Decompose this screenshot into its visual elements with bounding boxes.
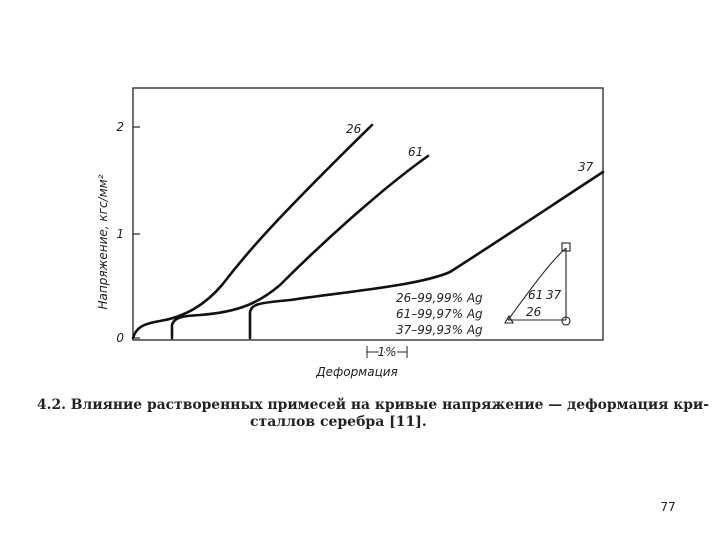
y-ticks [133,126,140,339]
curve-label: 61 [408,145,423,159]
caption-line: сталлов серебра [11]. [250,414,427,430]
curve-61 [170,154,430,340]
curve-26 [131,123,374,340]
y-tick-label: 2 [116,120,124,134]
curve-label: 26 [346,122,362,136]
caption-line: 4.2. Влияние растворенных примесей на кр… [37,396,709,413]
inset-label: 37 [546,288,562,302]
y-axis-label: Напряжение, кгс/мм² [96,174,110,309]
legend-item: 37–99,93% Ag [396,323,483,337]
inset-label: 61 [528,288,543,302]
legend-item: 26–99,99% Ag [396,291,483,305]
inset-label: 26 [526,305,542,319]
curve-label: 37 [578,160,594,174]
page-number: 77 [660,500,675,514]
y-tick-label: 1 [116,227,124,241]
curve-37 [248,170,605,340]
plot-frame [132,87,604,341]
scale-label: 1% [377,345,396,359]
scale-bar [366,346,408,358]
y-tick-label: 0 [116,331,124,345]
x-axis-label: Деформация [315,365,398,379]
legend-item: 61–99,97% Ag [396,307,483,321]
inset [504,242,571,326]
